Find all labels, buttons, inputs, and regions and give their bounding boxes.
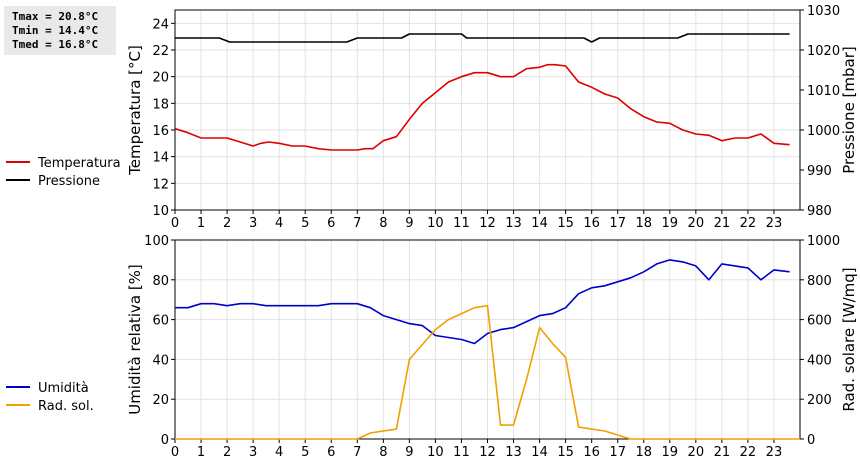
x-tick-label: 9 [405, 216, 413, 231]
y2-tick-label: 1000 [807, 124, 840, 139]
x-tick-label: 16 [583, 445, 600, 460]
x-tick-label: 17 [609, 445, 626, 460]
x-tick-label: 1 [197, 216, 205, 231]
y-tick-label: 20 [152, 71, 169, 86]
x-tick-label: 19 [662, 445, 679, 460]
x-tick-label: 18 [635, 445, 652, 460]
y-axis-label: Umidità relativa [%] [126, 264, 144, 415]
x-tick-label: 14 [531, 216, 548, 231]
x-tick-label: 0 [171, 445, 179, 460]
y-tick-label: 16 [152, 124, 169, 139]
x-tick-label: 5 [301, 445, 309, 460]
y-tick-label: 40 [152, 353, 169, 368]
y2-tick-label: 990 [807, 164, 832, 179]
y-tick-label: 20 [152, 393, 169, 408]
x-tick-label: 9 [405, 445, 413, 460]
x-tick-label: 8 [379, 445, 387, 460]
legend-label: Umidità [38, 381, 89, 396]
x-tick-label: 6 [327, 216, 335, 231]
x-tick-label: 4 [275, 445, 283, 460]
x-tick-label: 6 [327, 445, 335, 460]
x-tick-label: 2 [223, 216, 231, 231]
x-tick-label: 15 [557, 445, 574, 460]
series-line [175, 259, 790, 345]
x-tick-label: 12 [479, 216, 496, 231]
x-tick-label: 0 [171, 216, 179, 231]
x-tick-label: 20 [688, 216, 705, 231]
y-axis-label: Temperatura [°C] [126, 45, 144, 176]
x-tick-label: 2 [223, 445, 231, 460]
legend-label: Temperatura [37, 156, 121, 171]
y2-axis-label: Rad. solare [W/mq] [840, 267, 858, 411]
x-tick-label: 20 [688, 445, 705, 460]
y2-tick-label: 980 [807, 204, 832, 219]
x-tick-label: 4 [275, 216, 283, 231]
x-tick-label: 10 [427, 445, 444, 460]
series-line [174, 63, 790, 151]
x-tick-label: 21 [714, 216, 731, 231]
y2-tick-label: 1020 [807, 44, 840, 59]
x-tick-label: 23 [766, 216, 783, 231]
x-tick-label: 8 [379, 216, 387, 231]
y-tick-label: 18 [152, 97, 169, 112]
series-line [175, 33, 790, 43]
x-tick-label: 3 [249, 445, 257, 460]
y-tick-label: 80 [152, 274, 169, 289]
y-tick-label: 12 [152, 177, 169, 192]
x-tick-label: 13 [505, 216, 522, 231]
x-tick-label: 21 [714, 445, 731, 460]
legend-label: Rad. sol. [38, 399, 94, 414]
stat-tmed: Tmed = 16.8°C [12, 38, 99, 51]
y2-tick-label: 1000 [807, 234, 840, 249]
x-tick-label: 7 [353, 445, 361, 460]
y-tick-label: 10 [152, 204, 169, 219]
y-tick-label: 14 [152, 151, 169, 166]
y-tick-label: 60 [152, 314, 169, 329]
stat-tmin: Tmin = 14.4°C [12, 24, 99, 37]
x-tick-label: 11 [453, 216, 470, 231]
x-tick-label: 15 [557, 216, 574, 231]
y2-tick-label: 600 [807, 314, 832, 329]
x-tick-label: 13 [505, 445, 522, 460]
legend-label: Pressione [38, 174, 100, 189]
x-tick-label: 22 [740, 445, 757, 460]
y-tick-label: 0 [161, 433, 169, 448]
x-tick-label: 12 [479, 445, 496, 460]
y-tick-label: 24 [152, 17, 169, 32]
x-tick-label: 22 [740, 216, 757, 231]
y2-tick-label: 1030 [807, 4, 840, 19]
y2-tick-label: 0 [807, 433, 815, 448]
stat-tmax: Tmax = 20.8°C [12, 10, 99, 23]
x-tick-label: 17 [609, 216, 626, 231]
y2-tick-label: 200 [807, 393, 832, 408]
x-tick-label: 19 [662, 216, 679, 231]
y-tick-label: 100 [144, 234, 169, 249]
y2-tick-label: 1010 [807, 84, 840, 99]
x-tick-label: 5 [301, 216, 309, 231]
x-tick-label: 7 [353, 216, 361, 231]
series-line [175, 304, 800, 440]
x-tick-label: 3 [249, 216, 257, 231]
x-tick-label: 18 [635, 216, 652, 231]
x-tick-label: 10 [427, 216, 444, 231]
y2-tick-label: 800 [807, 274, 832, 289]
x-tick-label: 14 [531, 445, 548, 460]
y2-axis-label: Pressione [mbar] [840, 46, 858, 174]
x-tick-label: 23 [766, 445, 783, 460]
x-tick-label: 11 [453, 445, 470, 460]
y2-tick-label: 400 [807, 353, 832, 368]
x-tick-label: 1 [197, 445, 205, 460]
x-tick-label: 16 [583, 216, 600, 231]
y-tick-label: 22 [152, 44, 169, 59]
stats-box: Tmax = 20.8°C Tmin = 14.4°C Tmed = 16.8°C [4, 6, 116, 55]
